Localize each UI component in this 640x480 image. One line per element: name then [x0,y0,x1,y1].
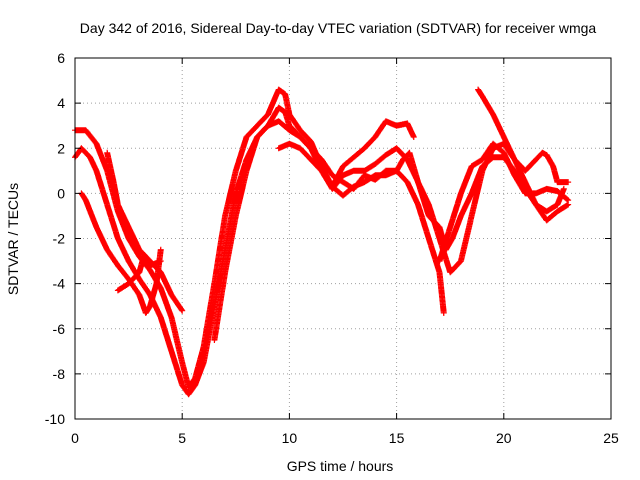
data-markers [72,86,572,398]
x-tick-label: 25 [603,430,619,446]
axis-ticks: 0 5 10 15 20 25 -10 -8 -6 -4 -2 0 2 4 6 [45,50,619,446]
y-tick-label: 4 [57,95,65,111]
y-tick-label: -6 [53,321,66,337]
series-track-8 [475,86,572,186]
y-tick-label: -4 [53,276,66,292]
marker-path-track-9 [436,140,572,265]
x-axis-label: GPS time / hours [287,458,394,474]
marker-path-track-8 [475,86,572,186]
marker-path-track-6 [211,118,447,343]
series-track-6 [211,118,447,343]
y-tick-label: 6 [57,50,65,66]
series-track-5 [114,253,164,294]
x-tick-label: 10 [282,430,298,446]
x-tick-label: 5 [178,430,186,446]
chart-title: Day 342 of 2016, Sidereal Day-to-day VTE… [80,20,597,36]
y-tick-label: -8 [53,366,66,382]
grid-lines [75,58,611,419]
series-track-9 [436,140,572,265]
x-tick-label: 0 [71,430,79,446]
y-axis-label: SDTVAR / TECUs [5,183,21,295]
y-tick-label: -2 [53,231,66,247]
y-tick-label: -10 [45,411,65,427]
x-tick-label: 15 [389,430,405,446]
marker-path-track-5 [114,253,164,294]
y-tick-label: 2 [57,140,65,156]
y-tick-label: 0 [57,185,65,201]
x-tick-label: 20 [496,430,512,446]
